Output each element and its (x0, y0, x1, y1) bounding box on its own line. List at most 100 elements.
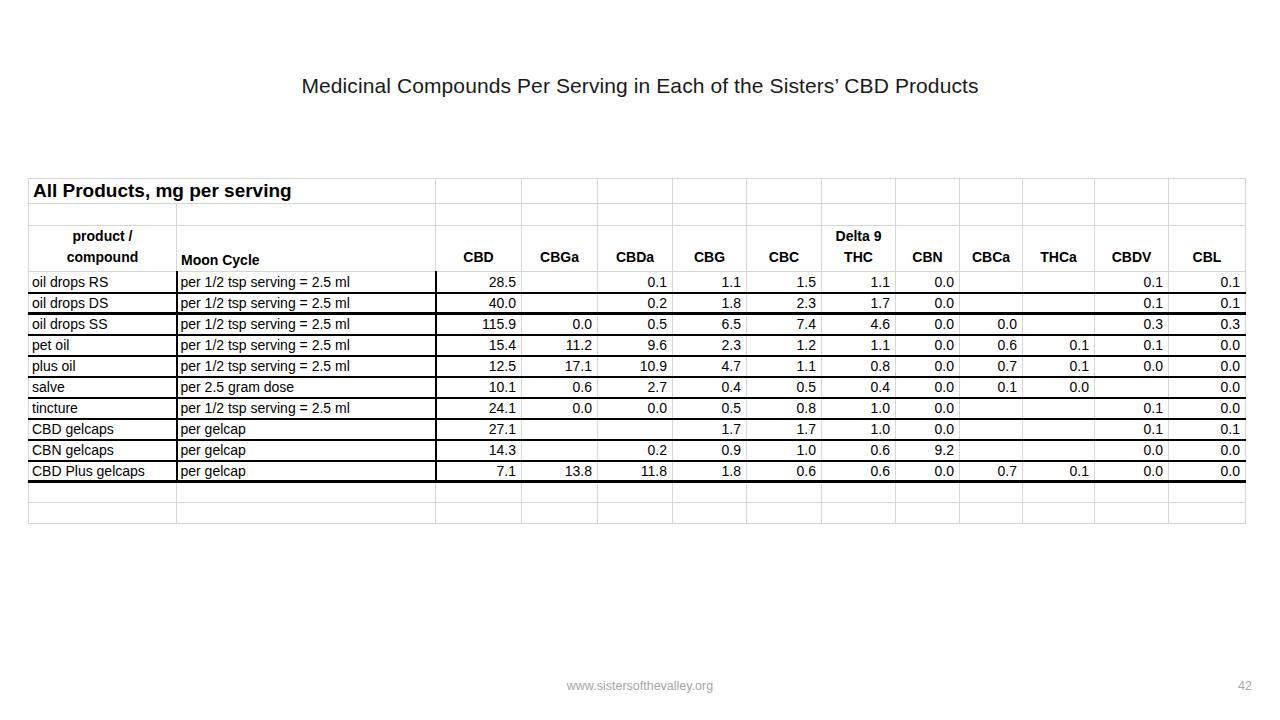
value-cell: 2.3 (673, 335, 747, 356)
empty-cell (1023, 179, 1095, 204)
value-cell: 0.0 (896, 377, 960, 398)
value-cell: 0.0 (896, 356, 960, 377)
value-cell: 24.1 (436, 398, 522, 419)
serving-cell: per gelcap (177, 419, 436, 440)
empty-cell (1023, 503, 1095, 524)
value-cell: 40.0 (436, 293, 522, 314)
value-cell: 0.8 (747, 398, 822, 419)
serving-cell: per 1/2 tsp serving = 2.5 ml (177, 293, 436, 314)
product-cell: CBD gelcaps (29, 419, 177, 440)
value-cell: 1.5 (747, 272, 822, 293)
value-cell: 0.1 (1095, 272, 1169, 293)
value-cell: 0.1 (1169, 293, 1246, 314)
moon-cycle-header: Moon Cycle (177, 226, 436, 272)
value-cell: 0.7 (960, 356, 1023, 377)
value-cell: 0.0 (1169, 377, 1246, 398)
empty-cell (1023, 482, 1095, 503)
value-cell: 0.5 (598, 314, 673, 335)
empty-cell (673, 482, 747, 503)
value-cell: 0.8 (822, 356, 896, 377)
value-cell (960, 419, 1023, 440)
empty-row (29, 482, 1246, 503)
value-cell: 0.0 (896, 335, 960, 356)
value-cell (1023, 440, 1095, 461)
column-header-cbd: CBD (436, 226, 522, 272)
column-header-label: CBG (673, 247, 746, 268)
value-cell (1023, 419, 1095, 440)
value-cell: 0.0 (896, 293, 960, 314)
value-cell: 1.7 (822, 293, 896, 314)
column-header-cbca: CBCa (960, 226, 1023, 272)
empty-cell (896, 503, 960, 524)
value-cell: 1.2 (747, 335, 822, 356)
value-cell: 0.6 (747, 461, 822, 482)
serving-cell: per 2.5 gram dose (177, 377, 436, 398)
value-cell: 1.0 (822, 398, 896, 419)
value-cell: 0.1 (1095, 335, 1169, 356)
value-cell: 0.0 (1095, 356, 1169, 377)
value-cell: 0.0 (1169, 335, 1246, 356)
empty-cell (1095, 179, 1169, 204)
value-cell: 0.0 (1169, 356, 1246, 377)
value-cell: 0.0 (1095, 440, 1169, 461)
value-cell: 0.1 (1023, 356, 1095, 377)
value-cell: 1.0 (822, 419, 896, 440)
column-header-label: CBGa (522, 247, 597, 268)
value-cell: 9.6 (598, 335, 673, 356)
value-cell: 1.7 (747, 419, 822, 440)
column-header-label: CBCa (960, 247, 1022, 268)
product-cell: oil drops RS (29, 272, 177, 293)
empty-cell (1095, 503, 1169, 524)
serving-cell: per gelcap (177, 440, 436, 461)
value-cell: 0.0 (1095, 461, 1169, 482)
value-cell (1023, 293, 1095, 314)
empty-cell (177, 204, 436, 226)
value-cell: 1.0 (747, 440, 822, 461)
table-row: salveper 2.5 gram dose10.10.62.70.40.50.… (29, 377, 1246, 398)
empty-cell (598, 482, 673, 503)
value-cell: 10.9 (598, 356, 673, 377)
value-cell: 0.0 (1169, 440, 1246, 461)
value-cell: 1.8 (673, 293, 747, 314)
value-cell: 1.1 (673, 272, 747, 293)
value-cell: 7.1 (436, 461, 522, 482)
value-cell: 15.4 (436, 335, 522, 356)
product-compound-header: product / compound (29, 226, 177, 272)
value-cell: 1.1 (822, 335, 896, 356)
value-cell: 0.3 (1169, 314, 1246, 335)
value-cell: 0.1 (1023, 335, 1095, 356)
product-cell: pet oil (29, 335, 177, 356)
empty-cell (598, 179, 673, 204)
value-cell: 0.0 (896, 272, 960, 293)
empty-cell (822, 503, 896, 524)
value-cell: 1.1 (747, 356, 822, 377)
empty-cell (436, 179, 522, 204)
table-row: tinctureper 1/2 tsp serving = 2.5 ml24.1… (29, 398, 1246, 419)
serving-cell: per 1/2 tsp serving = 2.5 ml (177, 272, 436, 293)
empty-cell (29, 204, 177, 226)
empty-cell (747, 204, 822, 226)
empty-cell (436, 503, 522, 524)
empty-cell (436, 482, 522, 503)
column-header-cbg: CBG (673, 226, 747, 272)
table-row: oil drops RSper 1/2 tsp serving = 2.5 ml… (29, 272, 1246, 293)
empty-cell (673, 503, 747, 524)
column-header-label: CBDV (1095, 247, 1168, 268)
empty-cell (436, 204, 522, 226)
table-row: CBD Plus gelcapsper gelcap7.113.811.81.8… (29, 461, 1246, 482)
product-cell: salve (29, 377, 177, 398)
value-cell (1095, 377, 1169, 398)
value-cell: 0.6 (960, 335, 1023, 356)
column-header-label: THCa (1023, 247, 1094, 268)
value-cell: 4.7 (673, 356, 747, 377)
page-number: 42 (1238, 679, 1252, 693)
empty-cell (1169, 204, 1246, 226)
value-cell: 0.5 (747, 377, 822, 398)
table-row: CBD gelcapsper gelcap27.11.71.71.00.00.1… (29, 419, 1246, 440)
value-cell: 0.0 (1023, 377, 1095, 398)
value-cell: 6.5 (673, 314, 747, 335)
empty-cell (747, 503, 822, 524)
serving-cell: per 1/2 tsp serving = 2.5 ml (177, 335, 436, 356)
value-cell: 0.1 (1095, 293, 1169, 314)
slide-title: Medicinal Compounds Per Serving in Each … (0, 74, 1280, 98)
